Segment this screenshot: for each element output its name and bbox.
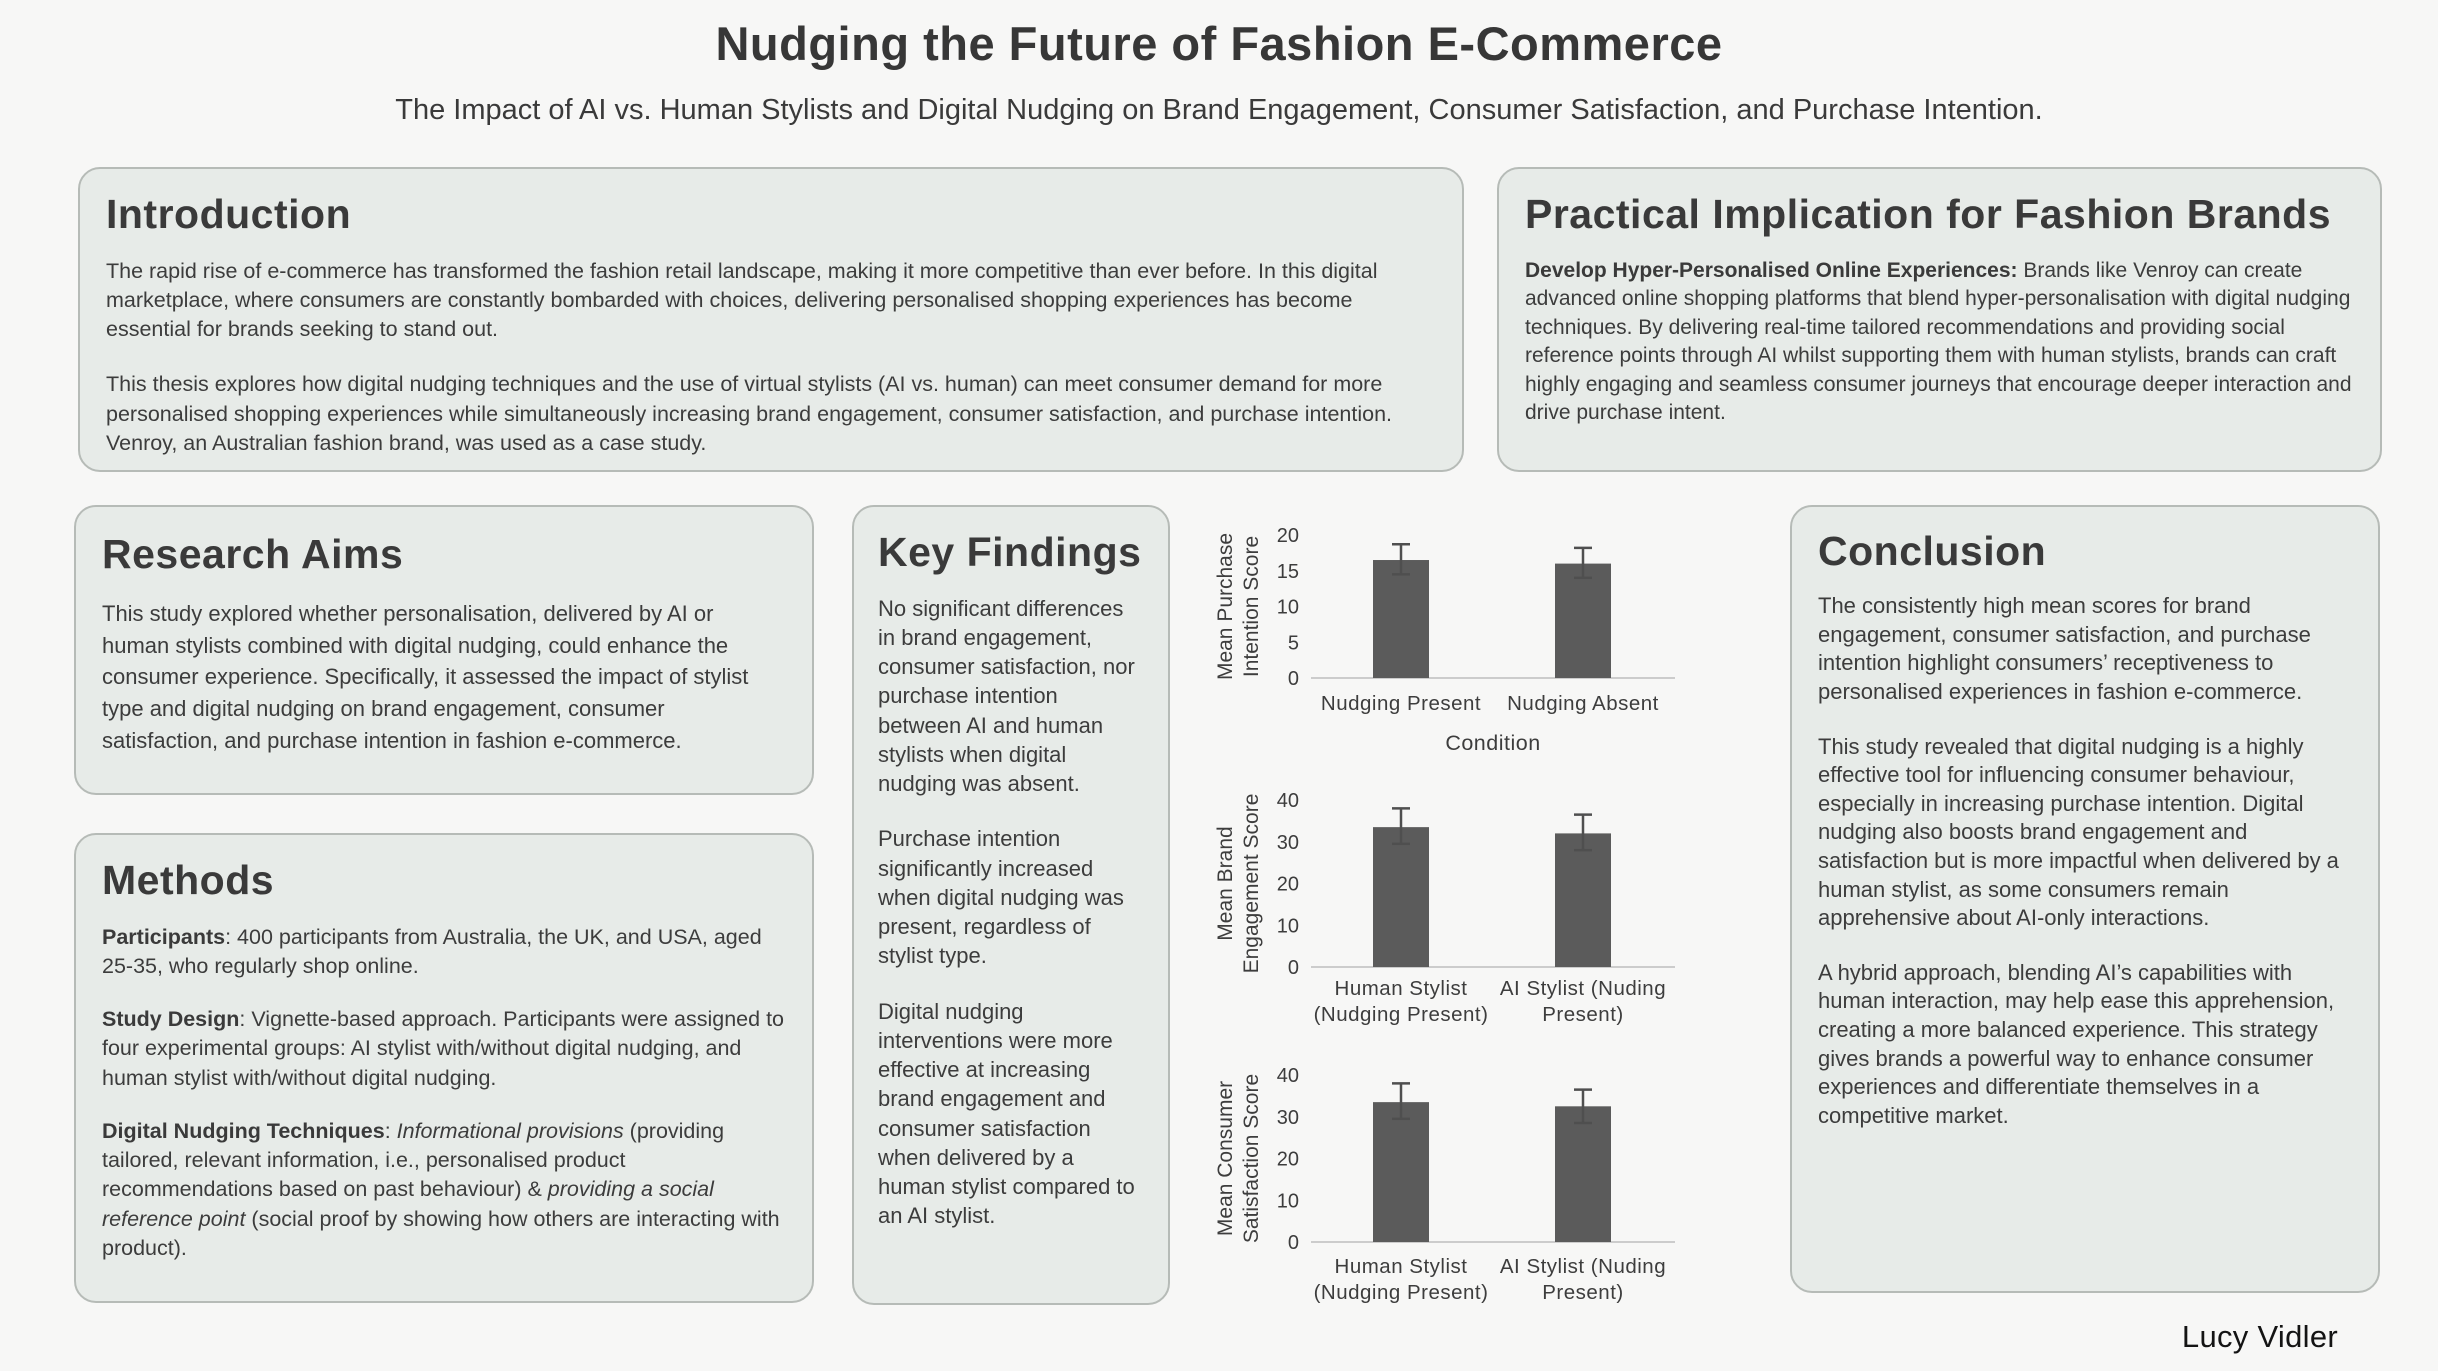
y-tick-label: 30 bbox=[1277, 1107, 1299, 1129]
bar-chart-svg: 0 10 20 30 40 Mean Brand Engagement Score Human… bbox=[1214, 790, 1675, 1026]
nudging-text-2: (social proof by showing how others are … bbox=[102, 1206, 780, 1260]
y-tick-label: 10 bbox=[1277, 915, 1299, 937]
y-tick-label: 10 bbox=[1277, 1190, 1299, 1212]
category-label: Present) bbox=[1542, 1003, 1623, 1026]
category-label: AI Stylist (Nuding bbox=[1500, 977, 1666, 1000]
y-axis-label: Engagement Score bbox=[1240, 794, 1263, 974]
y-tick-label: 10 bbox=[1277, 597, 1299, 619]
nudging-separator: : bbox=[384, 1118, 397, 1143]
poster-title: Nudging the Future of Fashion E-Commerce bbox=[715, 17, 1723, 70]
conclusion-card: Conclusion The consistently high mean sc… bbox=[1790, 505, 2380, 1293]
practical-lead-bold: Develop Hyper-Personalised Online Experi… bbox=[1525, 258, 2018, 282]
methods-participants: Participants: 400 participants from Aust… bbox=[102, 923, 786, 981]
category-label: AI Stylist (Nuding bbox=[1500, 1255, 1666, 1278]
study-design-label: Study Design bbox=[102, 1007, 240, 1032]
y-axis-label: Satisfaction Score bbox=[1240, 1074, 1263, 1243]
y-tick-label: 15 bbox=[1277, 561, 1299, 583]
participants-text: : 400 participants from Australia, the U… bbox=[102, 924, 762, 978]
key-findings-paragraph-1: No significant differences in brand enga… bbox=[878, 595, 1135, 797]
research-aims-heading: Research Aims bbox=[102, 531, 404, 577]
practical-implication-card: Practical Implication for Fashion Brands… bbox=[1497, 167, 2382, 472]
y-tick-label: 20 bbox=[1277, 1149, 1299, 1171]
conclusion-paragraph-2: This study revealed that digital nudging… bbox=[1818, 733, 2339, 931]
chart-mean-brand-engagement: 0 10 20 30 40 Mean Brand Engagement Score Human… bbox=[1205, 778, 1795, 1060]
study-design-text: : Vignette-based approach. Participants … bbox=[102, 1007, 784, 1090]
chart-mean-consumer-satisfaction: 0 10 20 30 40 Mean Consumer Satisfaction Score… bbox=[1205, 1053, 1795, 1343]
key-findings-paragraph-3: Digital nudging interventions were more … bbox=[878, 998, 1135, 1229]
key-findings-paragraph-2: Purchase intention significantly increas… bbox=[878, 826, 1124, 969]
introduction-paragraph-2: This thesis explores how digital nudging… bbox=[106, 372, 1393, 455]
y-tick-label: 40 bbox=[1277, 1065, 1299, 1087]
y-axis-label: Intention Score bbox=[1240, 536, 1263, 677]
bar bbox=[1555, 833, 1611, 967]
y-tick-label: 5 bbox=[1288, 632, 1299, 654]
bar-chart-svg: 0 5 10 15 20 Mean Purchase Intention Score Nudg… bbox=[1214, 525, 1675, 755]
category-label: (Nudging Present) bbox=[1314, 1003, 1489, 1026]
nudging-italic-social: providing a social reference point bbox=[102, 1177, 714, 1231]
y-tick-label: 0 bbox=[1288, 1232, 1299, 1254]
y-tick-label: 0 bbox=[1288, 668, 1299, 690]
introduction-paragraph-1: The rapid rise of e-commerce has transfo… bbox=[106, 258, 1378, 342]
chart-mean-purchase-intention: 0 5 10 15 20 Mean Purchase Intention Score Nudg… bbox=[1205, 503, 1795, 781]
y-axis-label: Mean Purchase bbox=[1214, 533, 1237, 680]
bar bbox=[1373, 1102, 1429, 1242]
methods-card: Methods Participants: 400 participants f… bbox=[74, 833, 814, 1303]
methods-heading: Methods bbox=[102, 857, 275, 903]
practical-implication-paragraph: Develop Hyper-Personalised Online Experi… bbox=[1525, 257, 2354, 428]
research-aims-paragraph: This study explored whether personalisat… bbox=[102, 601, 749, 753]
participants-label: Participants bbox=[102, 924, 226, 949]
key-findings-card: Key Findings No significant differences … bbox=[852, 505, 1170, 1305]
bar bbox=[1555, 563, 1611, 678]
y-tick-label: 20 bbox=[1277, 874, 1299, 896]
bar bbox=[1555, 1106, 1611, 1242]
y-axis-label: Mean Consumer bbox=[1214, 1081, 1237, 1236]
author-signature: Lucy Vidler bbox=[2181, 1319, 2338, 1354]
conclusion-paragraph-3: A hybrid approach, blending AI’s capabil… bbox=[1818, 959, 2335, 1128]
introduction-card: Introduction The rapid rise of e-commerc… bbox=[78, 167, 1464, 472]
poster-subtitle: The Impact of AI vs. Human Stylists and … bbox=[395, 94, 2043, 126]
introduction-heading: Introduction bbox=[106, 191, 352, 237]
category-label: Nudging Present bbox=[1321, 692, 1481, 715]
conclusion-heading: Conclusion bbox=[1818, 528, 2047, 574]
key-findings-heading: Key Findings bbox=[878, 529, 1142, 575]
bar bbox=[1373, 560, 1429, 678]
research-aims-card: Research Aims This study explored whethe… bbox=[74, 505, 814, 795]
x-axis-label: Condition bbox=[1445, 731, 1540, 755]
bar bbox=[1373, 827, 1429, 967]
nudging-techniques-label: Digital Nudging Techniques bbox=[102, 1118, 385, 1143]
practical-implication-heading: Practical Implication for Fashion Brands bbox=[1525, 191, 2332, 237]
category-label: Nudging Absent bbox=[1507, 692, 1659, 715]
practical-body-text: Brands like Venroy can create advanced o… bbox=[1525, 258, 2352, 425]
y-tick-label: 40 bbox=[1277, 790, 1299, 812]
methods-study-design: Study Design: Vignette-based approach. P… bbox=[102, 1005, 786, 1093]
conclusion-paragraph-1: The consistently high mean scores for br… bbox=[1818, 593, 2311, 705]
nudging-text-1: (providing tailored, relevant informatio… bbox=[102, 1118, 725, 1202]
category-label: Human Stylist bbox=[1335, 977, 1468, 1000]
y-tick-label: 20 bbox=[1277, 525, 1299, 547]
category-label: Human Stylist bbox=[1335, 1255, 1468, 1278]
methods-nudging-techniques: Digital Nudging Techniques: Informationa… bbox=[102, 1117, 786, 1263]
y-tick-label: 30 bbox=[1277, 832, 1299, 854]
category-label: Present) bbox=[1542, 1281, 1623, 1304]
y-tick-label: 0 bbox=[1288, 957, 1299, 979]
bar-chart-svg: 0 10 20 30 40 Mean Consumer Satisfaction Score… bbox=[1214, 1065, 1675, 1304]
y-axis-label: Mean Brand bbox=[1214, 826, 1237, 940]
nudging-italic-informational: Informational provisions bbox=[396, 1118, 624, 1143]
category-label: (Nudging Present) bbox=[1314, 1281, 1489, 1304]
